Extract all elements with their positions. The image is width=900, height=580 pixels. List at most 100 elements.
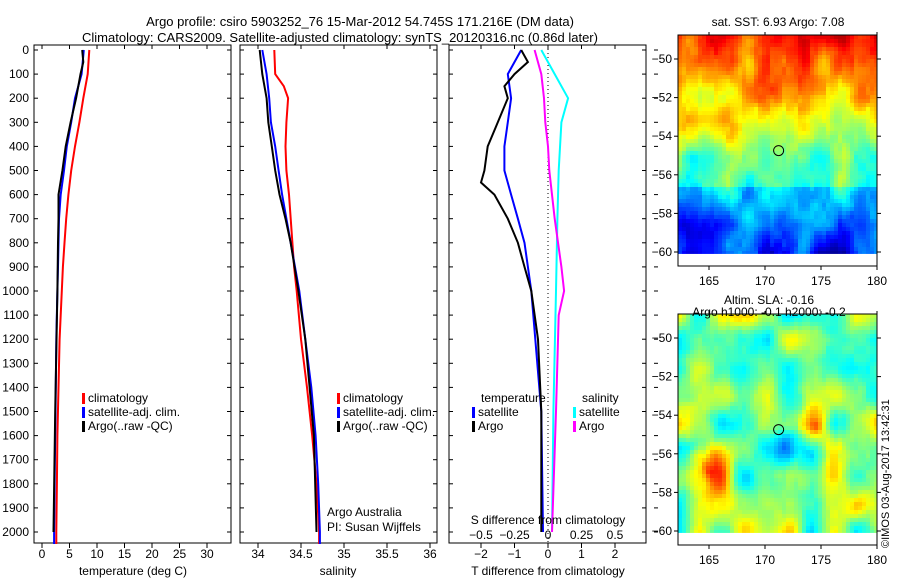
map-cell bbox=[810, 434, 814, 438]
map-cell bbox=[702, 330, 706, 334]
map-cell bbox=[822, 346, 826, 350]
map-cell bbox=[870, 370, 874, 374]
map-cell bbox=[826, 107, 830, 111]
map-cell bbox=[690, 83, 694, 87]
map-cell bbox=[802, 318, 806, 322]
map-cell bbox=[762, 123, 766, 127]
map-cell bbox=[730, 410, 734, 414]
map-cell bbox=[754, 103, 758, 107]
map-cell bbox=[870, 59, 874, 63]
map-cell bbox=[862, 418, 866, 422]
map-cell bbox=[690, 378, 694, 382]
map-cell bbox=[690, 47, 694, 51]
map-cell bbox=[862, 402, 866, 406]
map-cell bbox=[874, 410, 877, 414]
map-cell bbox=[758, 330, 762, 334]
map-cell bbox=[714, 111, 718, 115]
map-cell bbox=[870, 103, 874, 107]
map-cell bbox=[850, 358, 854, 362]
map-cell bbox=[718, 374, 722, 378]
map-cell bbox=[750, 63, 754, 67]
map-cell bbox=[790, 442, 794, 446]
map-cell bbox=[738, 350, 742, 354]
map-cell bbox=[826, 87, 830, 91]
map-cell bbox=[682, 346, 686, 350]
map-cell bbox=[794, 454, 798, 458]
map-cell bbox=[710, 147, 714, 151]
map-cell bbox=[698, 191, 702, 195]
map-cell bbox=[714, 394, 718, 398]
map-cell bbox=[858, 147, 862, 151]
map-cell bbox=[838, 446, 842, 450]
map-cell bbox=[822, 187, 826, 191]
map-cell bbox=[866, 350, 870, 354]
map-cell bbox=[754, 378, 758, 382]
map-cell bbox=[786, 326, 790, 330]
map-cell bbox=[854, 195, 858, 199]
map-cell bbox=[802, 135, 806, 139]
map-cell bbox=[814, 390, 818, 394]
map-cell bbox=[686, 410, 690, 414]
map-cell bbox=[678, 239, 682, 243]
map-cell bbox=[762, 59, 766, 63]
map-cell bbox=[742, 59, 746, 63]
map-cell bbox=[846, 187, 850, 191]
map-cell bbox=[774, 215, 778, 219]
map-cell bbox=[778, 370, 782, 374]
map-cell bbox=[742, 414, 746, 418]
map-cell bbox=[734, 231, 738, 235]
map-cell bbox=[862, 75, 866, 79]
map-cell bbox=[870, 195, 874, 199]
map-cell bbox=[790, 326, 794, 330]
map-cell bbox=[850, 143, 854, 147]
map-cell bbox=[714, 167, 718, 171]
map-cell bbox=[750, 370, 754, 374]
map-cell bbox=[678, 211, 682, 215]
map-cell bbox=[718, 167, 722, 171]
map-cell bbox=[730, 127, 734, 131]
map-cell bbox=[686, 203, 690, 207]
map-cell bbox=[770, 55, 774, 59]
map-cell bbox=[770, 127, 774, 131]
map-cell bbox=[742, 167, 746, 171]
map-cell bbox=[798, 187, 802, 191]
map-cell bbox=[746, 183, 750, 187]
map-cell bbox=[706, 147, 710, 151]
map-cell bbox=[730, 87, 734, 91]
map-cell bbox=[754, 402, 758, 406]
map-cell bbox=[770, 131, 774, 135]
map-cell bbox=[714, 207, 718, 211]
map-cell bbox=[698, 199, 702, 203]
map-cell bbox=[870, 135, 874, 139]
map-cell bbox=[714, 410, 718, 414]
map-cell bbox=[810, 366, 814, 370]
map-cell bbox=[798, 91, 802, 95]
map-cell bbox=[710, 390, 714, 394]
map-cell bbox=[754, 199, 758, 203]
map-cell bbox=[854, 326, 858, 330]
map-cell bbox=[702, 243, 706, 247]
map-cell bbox=[742, 382, 746, 386]
map-cell bbox=[814, 35, 818, 39]
map-cell bbox=[742, 75, 746, 79]
map-cell bbox=[830, 103, 834, 107]
map-cell bbox=[774, 462, 778, 466]
map-cell bbox=[754, 330, 758, 334]
map-cell bbox=[706, 342, 710, 346]
map-cell bbox=[850, 326, 854, 330]
map-cell bbox=[854, 55, 858, 59]
map-cell bbox=[802, 422, 806, 426]
map-cell bbox=[866, 398, 870, 402]
map-cell bbox=[718, 219, 722, 223]
map-frame bbox=[677, 34, 878, 267]
map-cell bbox=[726, 163, 730, 167]
map-cell bbox=[714, 199, 718, 203]
map-cell bbox=[782, 39, 786, 43]
map-cell bbox=[870, 398, 874, 402]
map-cell bbox=[846, 171, 850, 175]
map-cell bbox=[706, 51, 710, 55]
map-cell bbox=[782, 454, 786, 458]
map-cell bbox=[718, 247, 722, 251]
map-cell bbox=[834, 63, 838, 67]
map-cell bbox=[874, 203, 877, 207]
